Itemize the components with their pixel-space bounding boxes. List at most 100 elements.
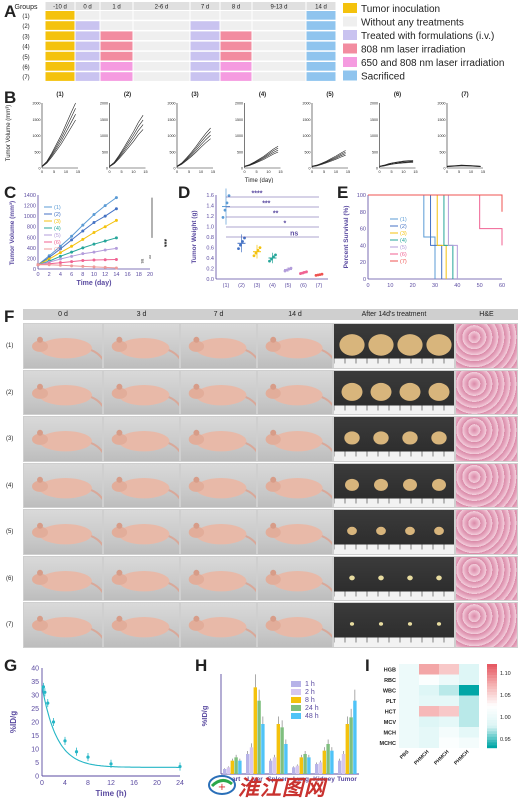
h-bar-1-0 — [246, 754, 250, 774]
b-curve-5-1 — [379, 161, 414, 167]
c-point — [70, 244, 74, 248]
b-title-1: (2) — [124, 92, 131, 98]
i-colorbar-label-0: 1.10 — [500, 671, 511, 677]
schedule-cell — [133, 21, 190, 30]
panel-e-survival-chart: 0 20 40 60 80 100 0 10 20 30 40 50 60 Percent Surviva… — [343, 193, 505, 289]
panel-g-pharmacokinetics-chart: 0 5 10 15 20 25 30 35 40 0 4 8 12 16 20 24 Time (h) %ID/g — [9, 666, 184, 799]
mouse-shape — [188, 615, 256, 639]
he-stain-photo — [455, 509, 518, 555]
group-label-3: (4) — [22, 45, 29, 51]
c-point — [47, 263, 51, 267]
c-xtick: 2 — [48, 272, 51, 278]
schedule-cell — [100, 51, 133, 61]
day-header-cell — [75, 2, 100, 10]
b-xlabel: Time (day) — [245, 178, 273, 183]
mouse-shape — [265, 383, 332, 406]
b-ytick: 500 — [35, 150, 41, 154]
mouse-photo — [23, 369, 103, 415]
g-point — [41, 685, 46, 689]
h-bar-3-1 — [295, 765, 300, 774]
b-title-2: (3) — [191, 92, 198, 98]
i-cell-0-0 — [399, 664, 419, 675]
i-colorbar-step — [487, 731, 497, 735]
group-label-0: (1) — [22, 14, 29, 20]
i-cell-1-3 — [459, 674, 479, 685]
mouse-shape — [111, 522, 179, 546]
i-row-6: MCH — [383, 731, 396, 737]
h-bar-5-0 — [338, 760, 342, 774]
b-curve-1-2 — [109, 119, 144, 167]
i-cell-5-3 — [459, 716, 479, 727]
legend-label-4: 650 and 808 nm laser irradiation — [361, 58, 504, 69]
g-point — [46, 701, 50, 705]
b-curve-2-3 — [176, 127, 211, 167]
schedule-cell — [220, 72, 252, 81]
legend-swatch-0 — [343, 3, 357, 13]
logo-icon: + — [208, 775, 236, 795]
b-title-5: (6) — [394, 92, 401, 98]
e-series-6 — [368, 194, 503, 212]
i-cell-7-0 — [399, 737, 419, 748]
d-xtick-5: (6) — [300, 283, 307, 289]
b-ytick: 2000 — [168, 102, 176, 106]
b-xtick: 5 — [458, 170, 460, 174]
h-bar-0-4 — [238, 760, 242, 774]
tumor-shapes — [334, 622, 454, 647]
b-ytick: 1000 — [100, 134, 108, 138]
b-ytick: 1500 — [100, 118, 108, 122]
b-curve-5-0 — [379, 162, 414, 167]
c-point — [70, 250, 74, 254]
schedule-cell — [306, 31, 336, 41]
i-colorbar-step — [487, 666, 497, 670]
mouse-shape — [32, 476, 102, 500]
c-point — [70, 234, 74, 238]
c-legend-1: (2) — [54, 212, 61, 218]
schedule-cell — [133, 41, 190, 51]
he-stain-photo — [455, 416, 518, 462]
schedule-cell — [75, 62, 100, 71]
i-cell-5-2 — [439, 716, 459, 727]
e-legend-4: (5) — [400, 245, 407, 251]
b-ytick: 2000 — [370, 102, 378, 106]
b-ytick: 1000 — [370, 134, 378, 138]
schedule-cell — [220, 11, 252, 20]
legend-swatch-1 — [343, 16, 357, 27]
schedule-cell — [100, 72, 133, 81]
b-xtick: 10 — [199, 170, 203, 174]
mouse-shape — [111, 429, 179, 453]
h-legend-4: 48 h — [305, 713, 319, 720]
c-point — [103, 214, 107, 218]
c-ylabel: Tumor Volume (mm³) — [9, 201, 16, 265]
f-column-header-1: 3 d — [103, 309, 180, 320]
c-sig-0: *** — [160, 239, 167, 247]
b-xtick: 0 — [378, 170, 380, 174]
d-point — [227, 194, 231, 198]
tumor-shapes — [334, 575, 454, 601]
b-xtick: 15 — [413, 170, 417, 174]
day-header-3: 2-6 d — [155, 5, 169, 11]
c-series-line-0 — [37, 197, 117, 266]
c-point — [114, 246, 118, 250]
b-ytick: 500 — [372, 150, 378, 154]
mouse-photo — [23, 416, 103, 462]
h-legend-swatch-3 — [291, 705, 301, 711]
h-bar-5-3 — [349, 717, 353, 774]
mouse-shape — [265, 336, 332, 360]
b-ytick: 1500 — [235, 118, 243, 122]
group-label-2: (3) — [22, 34, 29, 40]
b-xtick: 10 — [469, 170, 473, 174]
day-header-0: -10 d — [53, 5, 67, 11]
e-ytick: 60 — [360, 227, 366, 233]
schedule-cell — [75, 21, 100, 30]
i-colorbar-step — [487, 745, 497, 749]
b-ytick: 2000 — [235, 102, 243, 106]
tumor-shapes — [334, 382, 454, 415]
mouse-shape — [265, 476, 332, 499]
g-point — [43, 690, 47, 694]
e-legend-2: (3) — [400, 231, 407, 237]
mouse-shape — [111, 476, 179, 499]
b-xtick: 10 — [334, 170, 338, 174]
b-title-3: (4) — [259, 92, 266, 98]
c-point — [58, 257, 62, 261]
c-sig-1: ** — [145, 255, 151, 259]
